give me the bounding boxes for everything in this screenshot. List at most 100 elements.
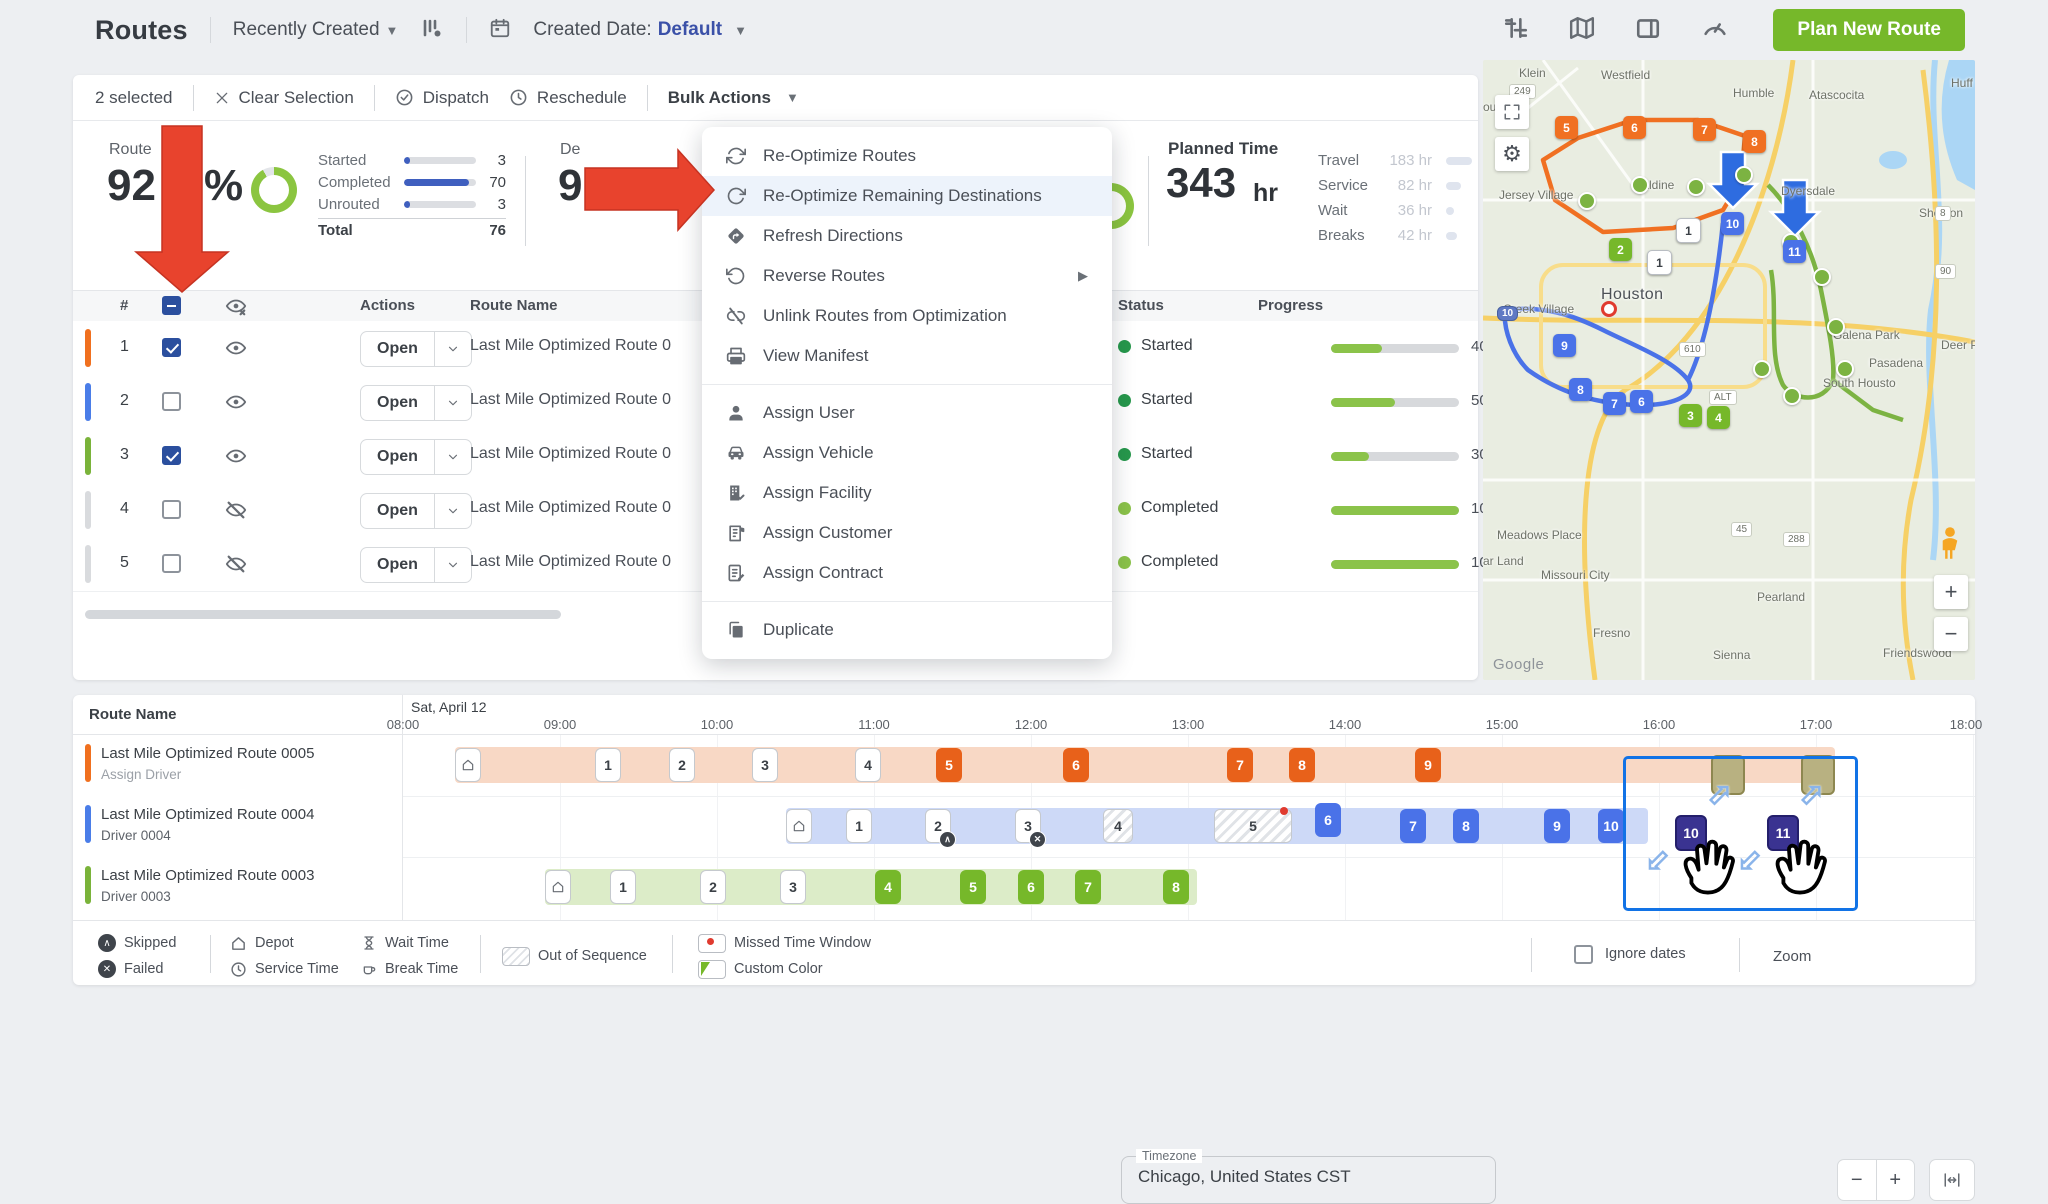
zoom-out-button[interactable]: − — [1838, 1160, 1877, 1200]
row-checkbox[interactable] — [162, 338, 181, 357]
menu-item-view-manifest[interactable]: View Manifest — [702, 336, 1112, 376]
timeline-route-cell[interactable]: Last Mile Optimized Route 0003 Driver 00… — [73, 857, 403, 920]
timeline-route-cell[interactable]: Last Mile Optimized Route 0004 Driver 00… — [73, 796, 403, 857]
gantt-stop[interactable]: 3 — [752, 748, 778, 782]
map-stop-marker[interactable] — [1687, 178, 1705, 196]
horizontal-scrollbar[interactable] — [85, 610, 561, 619]
timeline-route-cell[interactable]: Last Mile Optimized Route 0005 Assign Dr… — [73, 735, 403, 796]
map-marker-green[interactable]: 2 — [1609, 238, 1632, 261]
map-settings-gear-icon[interactable]: ⚙ — [1495, 137, 1529, 171]
map-marker-orange[interactable]: 6 — [1623, 116, 1646, 139]
menu-item-assign-user[interactable]: Assign User — [702, 393, 1112, 433]
gantt-stop[interactable]: 8 — [1163, 870, 1189, 904]
gantt-stop[interactable]: 10 — [1598, 809, 1624, 843]
chevron-down-icon[interactable] — [434, 494, 471, 528]
menu-item-reverse-routes[interactable]: Reverse Routes ▶ — [702, 256, 1112, 296]
clear-selection-button[interactable]: Clear Selection — [214, 88, 354, 108]
gantt-stop[interactable]: 7 — [1227, 748, 1253, 782]
row-checkbox[interactable] — [162, 500, 181, 519]
gantt-stop[interactable]: 6 — [1315, 803, 1341, 837]
gantt-stop[interactable]: 8 — [1289, 748, 1315, 782]
gantt-stop[interactable]: 5 — [936, 748, 962, 782]
gantt-stop[interactable]: 4 — [855, 748, 881, 782]
map-zoom-out-button[interactable]: − — [1934, 617, 1968, 651]
route-filters-icon[interactable] — [1503, 15, 1529, 46]
map-marker-blue[interactable]: 8 — [1569, 378, 1592, 401]
gantt-stop[interactable]: 7 — [1400, 809, 1426, 843]
map-stop-marker[interactable] — [1735, 166, 1753, 184]
open-route-button[interactable]: Open — [360, 385, 472, 421]
chevron-down-icon[interactable] — [434, 386, 471, 420]
menu-item-reoptimize-routes[interactable]: Re-Optimize Routes — [702, 136, 1112, 176]
map-marker-blue[interactable]: 10 — [1721, 212, 1744, 235]
reschedule-button[interactable]: Reschedule — [509, 88, 627, 108]
menu-item-duplicate[interactable]: Duplicate — [702, 610, 1112, 650]
timezone-field[interactable]: Timezone — [1121, 1156, 1496, 1204]
map-current-stop-marker[interactable] — [1601, 301, 1617, 317]
row-checkbox[interactable] — [162, 446, 181, 465]
map-marker-white[interactable]: 1 — [1647, 250, 1672, 275]
map-marker-blue[interactable]: 6 — [1630, 390, 1653, 413]
customize-columns-icon[interactable] — [420, 16, 444, 45]
chevron-down-icon[interactable] — [434, 548, 471, 582]
eye-icon[interactable] — [225, 337, 247, 364]
map-marker-white[interactable]: 1 — [1676, 218, 1701, 243]
fullscreen-button[interactable] — [1495, 95, 1529, 129]
open-route-button[interactable]: Open — [360, 331, 472, 367]
gantt-stop[interactable]: 1 — [846, 809, 872, 843]
gantt-stop[interactable]: 8 — [1453, 809, 1479, 843]
gantt-stop[interactable]: 1 — [610, 870, 636, 904]
bulk-actions-button[interactable]: Bulk Actions▼ — [668, 88, 799, 108]
menu-item-assign-facility[interactable]: Assign Facility — [702, 473, 1112, 513]
map-marker-green[interactable]: 3 — [1679, 404, 1702, 427]
created-date-dropdown[interactable]: Created Date: Default ▼ — [533, 19, 747, 41]
menu-item-assign-contract[interactable]: Assign Contract — [702, 553, 1112, 593]
depot-chip[interactable] — [545, 870, 571, 904]
map-zoom-in-button[interactable]: + — [1934, 575, 1968, 609]
gantt-stop[interactable]: 3✕ — [1015, 809, 1041, 843]
chevron-down-icon[interactable] — [434, 440, 471, 474]
map-marker-orange[interactable]: 5 — [1555, 116, 1578, 139]
ignore-dates-checkbox[interactable] — [1574, 945, 1593, 964]
map-stop-marker[interactable] — [1783, 387, 1801, 405]
row-checkbox[interactable] — [162, 392, 181, 411]
depot-chip[interactable] — [786, 809, 812, 843]
sort-dropdown[interactable]: Recently Created▼ — [233, 19, 399, 41]
map-stop-marker[interactable] — [1813, 268, 1831, 286]
gantt-stop[interactable]: 7 — [1075, 870, 1101, 904]
row-checkbox[interactable] — [162, 554, 181, 573]
menu-item-assign-vehicle[interactable]: Assign Vehicle — [702, 433, 1112, 473]
gantt-stop[interactable]: 3 — [780, 870, 806, 904]
dashboard-speedometer-icon[interactable] — [1701, 14, 1729, 47]
menu-item-refresh-directions[interactable]: Refresh Directions — [702, 216, 1112, 256]
open-route-button[interactable]: Open — [360, 493, 472, 529]
eye-off-icon[interactable] — [225, 553, 247, 580]
map-marker-blue[interactable]: 11 — [1783, 240, 1806, 263]
map-marker-orange[interactable]: 8 — [1743, 130, 1766, 153]
gantt-stop[interactable]: 5 — [960, 870, 986, 904]
eye-icon[interactable] — [225, 445, 247, 472]
eye-off-icon[interactable] — [225, 499, 247, 526]
map-stop-marker[interactable] — [1631, 176, 1649, 194]
map-stop-marker[interactable] — [1753, 360, 1771, 378]
chevron-down-icon[interactable] — [434, 332, 471, 366]
gantt-stop[interactable]: 2 — [669, 748, 695, 782]
menu-item-assign-customer[interactable]: Assign Customer — [702, 513, 1112, 553]
visibility-column-icon[interactable] — [225, 295, 247, 321]
gantt-stop[interactable]: 1 — [595, 748, 621, 782]
fit-to-width-button[interactable] — [1929, 1159, 1975, 1201]
ignore-dates-option[interactable]: Ignore dates — [1574, 943, 1686, 965]
map-marker-orange[interactable]: 7 — [1693, 118, 1716, 141]
gantt-stop[interactable]: 9 — [1415, 748, 1441, 782]
open-route-button[interactable]: Open — [360, 439, 472, 475]
gantt-stop-out-of-sequence[interactable]: 5 — [1214, 809, 1292, 843]
plan-new-route-button[interactable]: Plan New Route — [1773, 9, 1965, 51]
map-stop-marker[interactable] — [1836, 360, 1854, 378]
map-marker-green[interactable]: 4 — [1707, 406, 1730, 429]
menu-item-unlink-routes[interactable]: Unlink Routes from Optimization — [702, 296, 1112, 336]
pegman-icon[interactable] — [1935, 526, 1965, 565]
timezone-input[interactable] — [1136, 1166, 1470, 1188]
map-stop-marker[interactable] — [1827, 318, 1845, 336]
gantt-stop[interactable]: 2 — [700, 870, 726, 904]
gantt-stop[interactable]: 6 — [1018, 870, 1044, 904]
